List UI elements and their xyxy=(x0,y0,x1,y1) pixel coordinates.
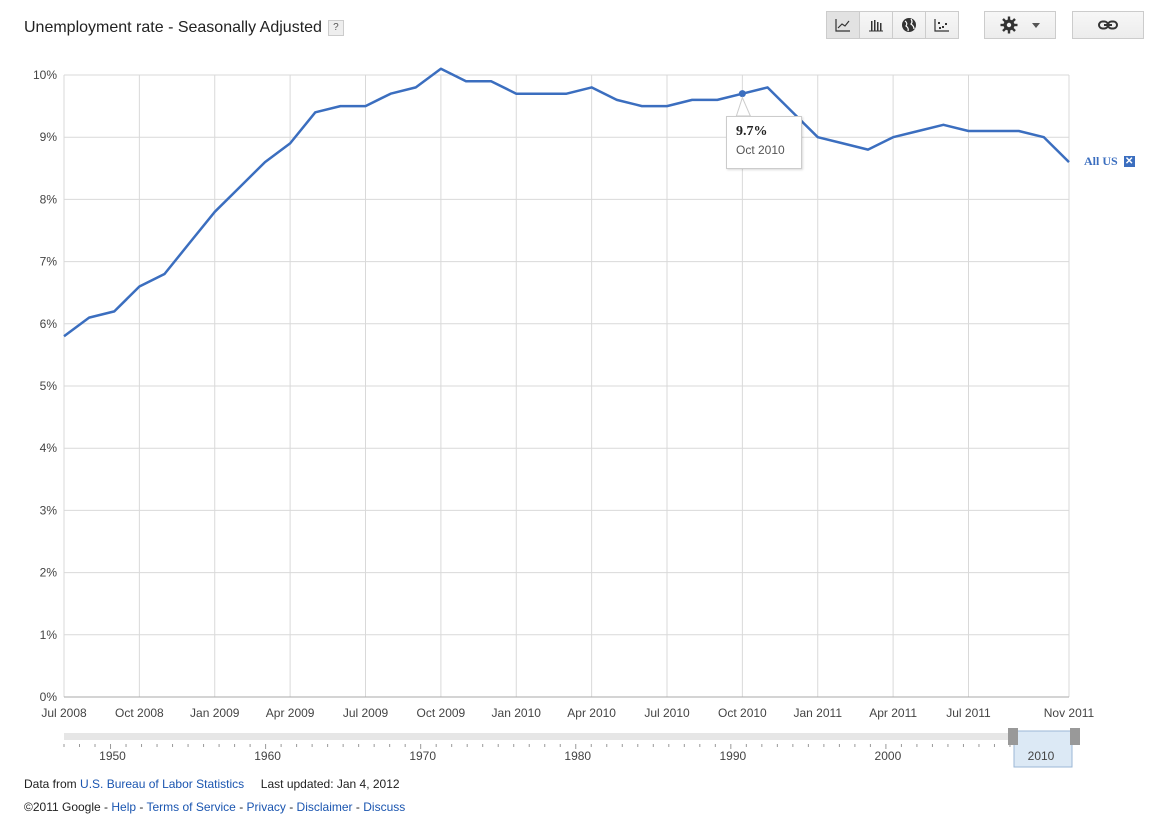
footer-links: ©2011 Google - Help - Terms of Service -… xyxy=(24,800,406,814)
x-tick-label: Jan 2010 xyxy=(492,706,542,720)
highlight-point xyxy=(738,90,746,98)
x-tick-label: Jan 2011 xyxy=(794,706,843,720)
y-tick-label: 0% xyxy=(40,690,58,704)
timeline-track xyxy=(64,733,1069,740)
timeline-label: 1950 xyxy=(99,749,126,763)
gridlines xyxy=(63,74,1070,698)
x-tick-label: Jul 2011 xyxy=(946,706,991,720)
x-tick-label: Apr 2011 xyxy=(869,706,917,720)
help-button[interactable]: ? xyxy=(327,19,344,36)
help-link[interactable]: Help xyxy=(111,800,137,814)
source-link[interactable]: U.S. Bureau of Labor Statistics xyxy=(80,777,245,791)
privacy-link[interactable]: Privacy xyxy=(246,800,286,814)
chart-title-text: Unemployment rate - Seasonally Adjusted xyxy=(24,19,322,36)
copyright: ©2011 Google xyxy=(24,800,101,814)
timeline-right-handle xyxy=(1070,728,1080,745)
timeline-label: 1960 xyxy=(254,749,281,763)
y-tick-label: 8% xyxy=(40,192,58,206)
x-tick-label: Oct 2009 xyxy=(417,706,466,720)
chevron-down-icon xyxy=(1032,22,1040,28)
line-chart-button[interactable] xyxy=(826,11,860,39)
x-tick-label: Jan 2009 xyxy=(190,706,240,720)
y-tick-label: 7% xyxy=(40,255,58,269)
link-button[interactable] xyxy=(1072,11,1144,39)
timeline-selected-label: 2010 xyxy=(1028,749,1055,763)
timeline-label: 2000 xyxy=(875,749,902,763)
map-chart-button[interactable] xyxy=(892,11,926,39)
x-tick-label: Jul 2010 xyxy=(644,706,690,720)
data-tooltip: 9.7% Oct 2010 xyxy=(726,116,802,169)
series-name[interactable]: All US xyxy=(1084,154,1118,168)
x-tick-label: Nov 2011 xyxy=(1044,706,1095,720)
last-updated: Last updated: Jan 4, 2012 xyxy=(260,777,400,791)
link-icon xyxy=(1098,20,1118,30)
timeline-slider: 1950 1960 1970 1980 1990 2000 2010 xyxy=(63,728,1080,768)
scatter-icon xyxy=(934,19,949,32)
series-all-us xyxy=(63,67,1070,338)
x-tick-label: Oct 2010 xyxy=(718,706,767,720)
chart-title: Unemployment rate - Seasonally Adjusted? xyxy=(24,19,344,37)
y-axis-labels: 0% 1% 2% 3% 4% 5% 6% 7% 8% 9% 10% xyxy=(33,68,57,704)
series-line xyxy=(63,67,1070,338)
bar-chart-button[interactable] xyxy=(859,11,893,39)
x-tick-label: Jul 2008 xyxy=(41,706,87,720)
y-tick-label: 9% xyxy=(40,130,58,144)
y-tick-label: 1% xyxy=(40,628,58,642)
timeline-label: 1980 xyxy=(564,749,591,763)
line-chart-icon xyxy=(835,19,850,32)
data-source-line: Data from U.S. Bureau of Labor Statistic… xyxy=(24,777,400,791)
gear-icon xyxy=(1000,16,1018,34)
settings-button[interactable] xyxy=(984,11,1056,39)
y-tick-label: 4% xyxy=(40,441,58,455)
x-axis-labels: Jul 2008 Oct 2008 Jan 2009 Apr 2009 Jul 2009… xyxy=(41,706,1094,720)
tooltip-date: Oct 2010 xyxy=(736,143,785,157)
timeline-selection xyxy=(1013,730,1073,768)
chart-type-toolbar xyxy=(826,11,959,39)
y-tick-label: 2% xyxy=(40,566,58,580)
y-tick-label: 3% xyxy=(40,503,58,517)
timeline-label: 1970 xyxy=(409,749,436,763)
x-tick-label: Apr 2010 xyxy=(567,706,616,720)
bar-chart-icon xyxy=(869,20,883,32)
x-tick-label: Oct 2008 xyxy=(115,706,164,720)
tooltip-pointer xyxy=(735,96,752,117)
data-from-label: Data from xyxy=(24,777,77,791)
scatter-chart-button[interactable] xyxy=(925,11,959,39)
globe-icon xyxy=(902,18,916,32)
timeline-label: 1990 xyxy=(719,749,746,763)
y-tick-label: 5% xyxy=(40,379,58,393)
discuss-link[interactable]: Discuss xyxy=(363,800,406,814)
x-tick-label: Apr 2009 xyxy=(266,706,315,720)
timeline-left-handle xyxy=(1008,728,1018,745)
y-tick-label: 10% xyxy=(33,68,57,82)
disclaimer-link[interactable]: Disclaimer xyxy=(296,800,353,814)
y-tick-label: 6% xyxy=(40,317,58,331)
x-tick-label: Jul 2009 xyxy=(343,706,389,720)
terms-link[interactable]: Terms of Service xyxy=(146,800,236,814)
tooltip-value: 9.7% xyxy=(736,124,768,139)
remove-series-icon[interactable]: ✕ xyxy=(1123,156,1135,167)
series-legend[interactable]: All US ✕ xyxy=(1084,154,1135,169)
